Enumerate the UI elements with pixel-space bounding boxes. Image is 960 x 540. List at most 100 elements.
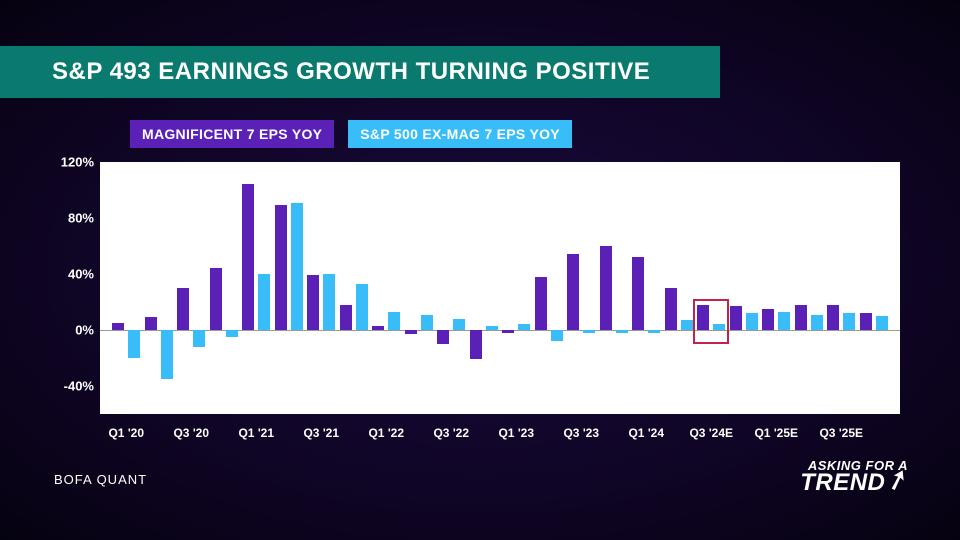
bar-group [600, 162, 628, 414]
x-tick-label: Q1 '25E [754, 426, 798, 440]
bar-group [762, 162, 790, 414]
x-tick-label: Q3 '23 [563, 426, 599, 440]
bar-group [372, 162, 400, 414]
bar-group [112, 162, 140, 414]
chart-title: S&P 493 EARNINGS GROWTH TURNING POSITIVE [52, 58, 650, 86]
bar-mag7 [762, 309, 774, 330]
bars-container [100, 162, 900, 414]
y-tick-label: 120% [50, 155, 94, 170]
bar-exmag7 [161, 330, 173, 379]
bar-exmag7 [843, 313, 855, 330]
bar-mag7 [145, 317, 157, 330]
x-tick-label: Q1 '20 [108, 426, 144, 440]
y-tick-label: 0% [50, 323, 94, 338]
title-bar: S&P 493 EARNINGS GROWTH TURNING POSITIVE [0, 46, 720, 98]
bar-group [275, 162, 303, 414]
bar-exmag7 [616, 330, 628, 333]
x-tick-label: Q3 '24E [689, 426, 733, 440]
bar-mag7 [177, 288, 189, 330]
bar-mag7 [307, 275, 319, 330]
bar-group [437, 162, 465, 414]
chart-plot-area [100, 162, 900, 414]
x-tick-label: Q1 '24 [628, 426, 664, 440]
x-tick-label: Q1 '23 [498, 426, 534, 440]
bar-exmag7 [486, 326, 498, 330]
legend-item-mag7: MAGNIFICENT 7 EPS YOY [130, 120, 334, 148]
x-tick-label: Q3 '25E [819, 426, 863, 440]
bar-group [697, 162, 725, 414]
bar-group [730, 162, 758, 414]
bar-mag7 [632, 257, 644, 330]
bar-mag7 [665, 288, 677, 330]
bar-mag7 [372, 326, 384, 330]
y-tick-label: 80% [50, 211, 94, 226]
bar-exmag7 [876, 316, 888, 330]
bar-group [340, 162, 368, 414]
bar-group [307, 162, 335, 414]
bar-group [242, 162, 270, 414]
x-tick-label: Q3 '20 [173, 426, 209, 440]
x-tick-label: Q1 '22 [368, 426, 404, 440]
y-tick-label: -40% [50, 379, 94, 394]
bar-exmag7 [583, 330, 595, 333]
bar-exmag7 [291, 203, 303, 330]
bar-mag7 [535, 277, 547, 330]
bar-mag7 [567, 254, 579, 330]
bar-mag7 [112, 323, 124, 330]
bar-exmag7 [128, 330, 140, 358]
x-tick-label: Q3 '22 [433, 426, 469, 440]
legend: MAGNIFICENT 7 EPS YOY S&P 500 EX-MAG 7 E… [130, 120, 572, 148]
y-tick-label: 40% [50, 267, 94, 282]
x-axis: Q1 '20 Q3 '20 Q1 '21 Q3 '21 Q1 '22 Q3 '22 Q1 '… [100, 420, 900, 444]
bar-exmag7 [811, 315, 823, 330]
bar-exmag7 [193, 330, 205, 347]
brand-line2: TREND➚ [800, 472, 908, 494]
bar-exmag7 [518, 324, 530, 330]
legend-item-exmag7: S&P 500 EX-MAG 7 EPS YOY [348, 120, 572, 148]
x-tick-label: Q1 '21 [238, 426, 274, 440]
bar-mag7 [860, 313, 872, 330]
bar-mag7 [730, 306, 742, 330]
bar-group [665, 162, 693, 414]
bar-exmag7 [388, 312, 400, 330]
bar-mag7 [697, 305, 709, 330]
bar-mag7 [340, 305, 352, 330]
bar-exmag7 [356, 284, 368, 330]
brand-logo: ASKING FOR A TREND➚ [800, 460, 908, 493]
bar-exmag7 [746, 313, 758, 330]
bar-exmag7 [323, 274, 335, 330]
bar-mag7 [795, 305, 807, 330]
bar-group [502, 162, 530, 414]
bar-exmag7 [226, 330, 238, 337]
bar-group [567, 162, 595, 414]
bar-mag7 [275, 205, 287, 330]
bar-exmag7 [648, 330, 660, 333]
bar-mag7 [405, 330, 417, 334]
bar-mag7 [470, 330, 482, 359]
bar-exmag7 [258, 274, 270, 330]
bar-mag7 [437, 330, 449, 344]
x-tick-label: Q3 '21 [303, 426, 339, 440]
bar-mag7 [600, 246, 612, 330]
bar-group [795, 162, 823, 414]
bar-mag7 [502, 330, 514, 333]
bar-mag7 [210, 268, 222, 330]
y-axis: -40%0%40%80%120% [50, 162, 98, 414]
bar-exmag7 [778, 312, 790, 330]
bar-mag7 [242, 184, 254, 330]
bar-exmag7 [713, 324, 725, 330]
bar-group [860, 162, 888, 414]
bar-group [210, 162, 238, 414]
bar-group [145, 162, 173, 414]
bar-mag7 [827, 305, 839, 330]
bar-exmag7 [681, 320, 693, 330]
bar-exmag7 [421, 315, 433, 330]
bar-exmag7 [453, 319, 465, 330]
bar-group [177, 162, 205, 414]
bar-group [535, 162, 563, 414]
bar-group [632, 162, 660, 414]
bar-group [827, 162, 855, 414]
source-label: BOFA QUANT [54, 472, 147, 487]
bar-group [470, 162, 498, 414]
bar-exmag7 [551, 330, 563, 341]
